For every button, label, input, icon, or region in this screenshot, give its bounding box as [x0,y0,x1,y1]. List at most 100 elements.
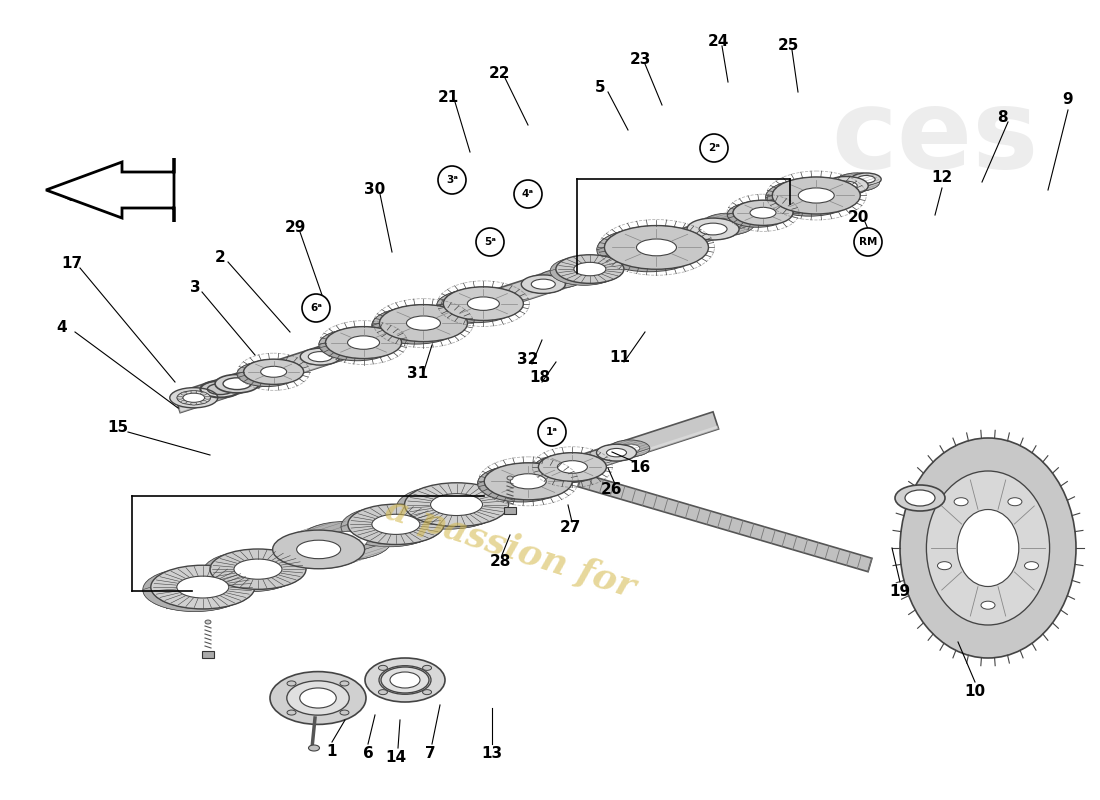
Ellipse shape [422,666,431,670]
Polygon shape [824,182,880,195]
Ellipse shape [857,175,876,183]
Polygon shape [341,524,444,546]
Text: 15: 15 [108,421,129,435]
Text: 29: 29 [284,221,306,235]
Polygon shape [521,278,582,294]
Text: 4ᵃ: 4ᵃ [521,189,535,199]
Ellipse shape [323,531,367,550]
Ellipse shape [234,559,282,579]
Polygon shape [204,569,306,591]
Ellipse shape [905,490,935,506]
Ellipse shape [341,506,437,546]
Ellipse shape [596,444,637,461]
Ellipse shape [287,710,296,715]
Ellipse shape [437,289,517,322]
Ellipse shape [957,510,1019,586]
Ellipse shape [329,345,353,355]
Ellipse shape [926,471,1049,625]
Polygon shape [319,326,402,345]
Ellipse shape [190,390,197,394]
Polygon shape [236,359,304,374]
Text: 12: 12 [932,170,953,186]
Ellipse shape [190,402,197,405]
Ellipse shape [182,392,187,395]
Ellipse shape [637,239,676,256]
Ellipse shape [531,279,556,290]
Ellipse shape [236,362,297,386]
Circle shape [438,166,466,194]
Ellipse shape [297,540,341,558]
Ellipse shape [702,213,755,235]
Polygon shape [477,463,572,483]
Ellipse shape [340,710,349,715]
Ellipse shape [847,178,869,186]
Text: 3ᵃ: 3ᵃ [446,175,458,185]
Ellipse shape [244,359,304,384]
Ellipse shape [340,681,349,686]
Polygon shape [162,412,718,608]
Ellipse shape [378,666,387,670]
Ellipse shape [521,275,565,294]
Text: ces: ces [832,85,1038,191]
Ellipse shape [299,522,392,560]
Text: 26: 26 [602,482,623,498]
Circle shape [700,134,728,162]
Polygon shape [824,182,836,186]
Ellipse shape [319,329,395,361]
Text: 25: 25 [778,38,799,54]
Text: 5ᵃ: 5ᵃ [484,237,496,247]
Ellipse shape [287,681,349,715]
Ellipse shape [389,672,420,688]
Text: 8: 8 [997,110,1008,126]
Ellipse shape [558,461,587,474]
Polygon shape [534,453,606,469]
Text: 5: 5 [595,81,605,95]
Polygon shape [300,350,321,357]
Ellipse shape [556,254,624,283]
Polygon shape [596,448,609,453]
Circle shape [538,418,566,446]
Ellipse shape [510,474,547,489]
Ellipse shape [1024,562,1038,570]
Ellipse shape [468,297,499,310]
Text: 2: 2 [214,250,225,266]
Text: 23: 23 [629,53,651,67]
Text: 13: 13 [482,746,503,762]
Text: 27: 27 [559,521,581,535]
Ellipse shape [824,177,868,195]
Ellipse shape [143,568,246,611]
Text: 3: 3 [189,281,200,295]
Ellipse shape [606,449,627,457]
Text: 30: 30 [364,182,386,198]
Text: 22: 22 [490,66,510,82]
Circle shape [854,228,882,256]
Polygon shape [550,269,624,285]
Ellipse shape [214,374,258,393]
Text: 32: 32 [517,353,539,367]
Ellipse shape [714,218,742,230]
Ellipse shape [851,173,881,186]
Ellipse shape [835,181,857,190]
Ellipse shape [538,270,582,288]
Polygon shape [688,224,702,229]
Polygon shape [397,505,508,529]
Ellipse shape [200,400,207,403]
Text: 17: 17 [62,257,82,271]
Ellipse shape [169,388,218,408]
Ellipse shape [549,274,572,284]
Polygon shape [688,224,755,240]
Circle shape [514,180,542,208]
Polygon shape [174,178,846,413]
Text: 11: 11 [609,350,630,366]
Ellipse shape [422,690,431,694]
Ellipse shape [836,173,880,191]
Ellipse shape [407,316,440,330]
Text: 14: 14 [385,750,407,766]
Ellipse shape [405,482,508,526]
Ellipse shape [574,262,606,276]
Text: 6ᵃ: 6ᵃ [310,303,322,313]
Polygon shape [597,226,708,250]
Text: 19: 19 [890,585,911,599]
Polygon shape [166,426,718,608]
Text: a passion for: a passion for [381,491,639,605]
